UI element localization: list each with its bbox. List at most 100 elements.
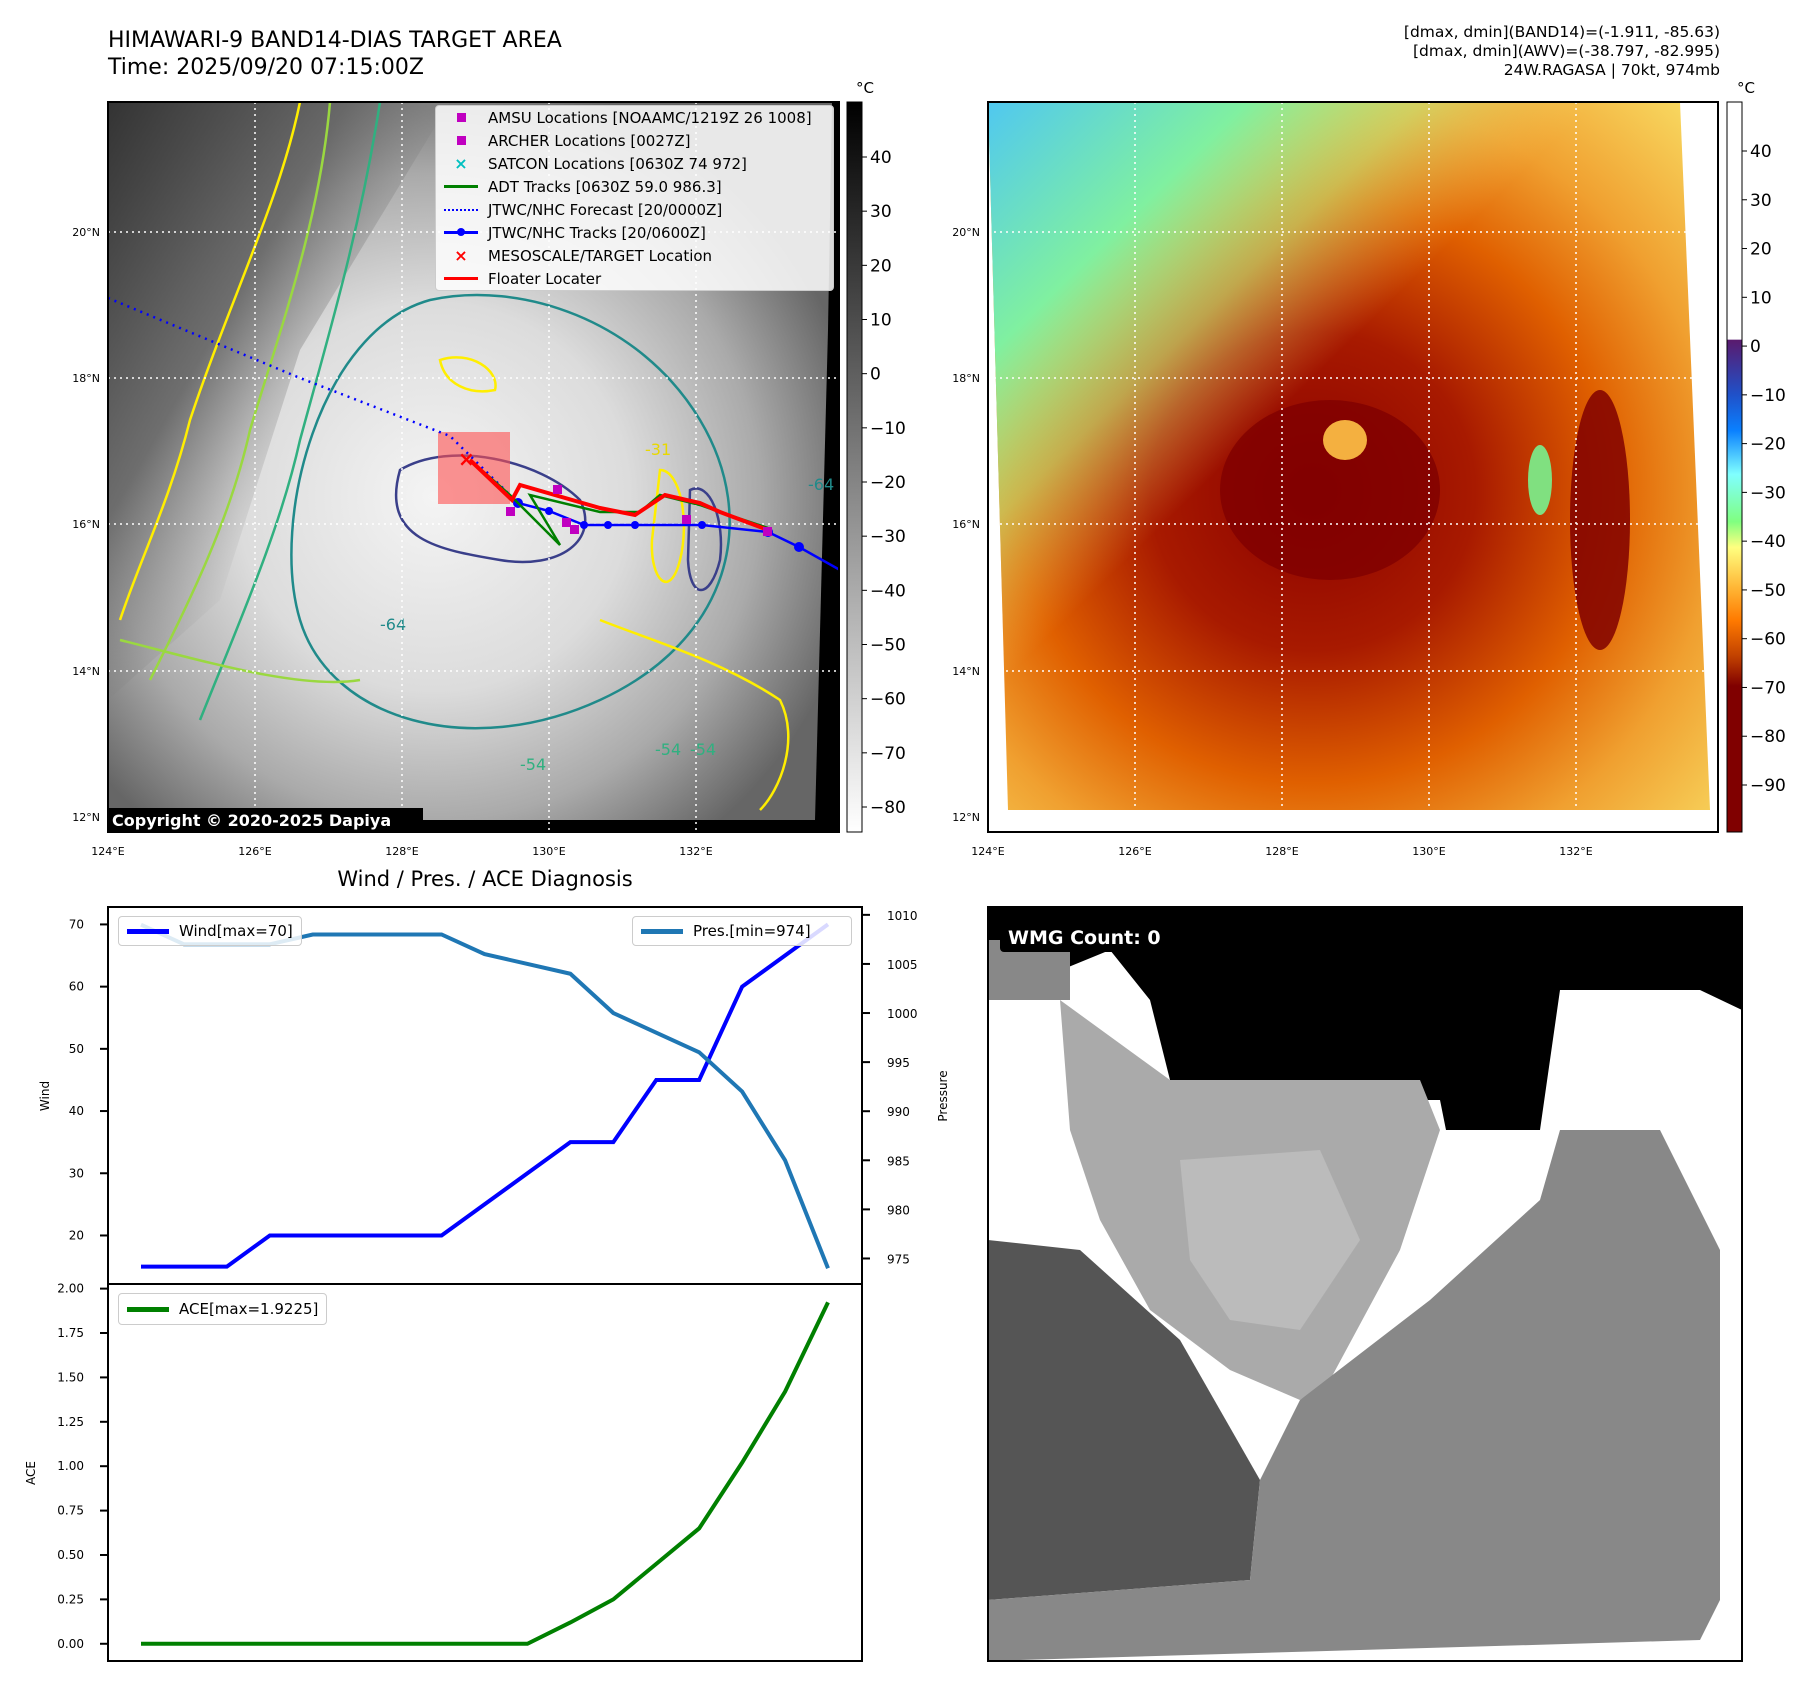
map-axis-labels: 20°N 20°N 18°N 18°N 16°N 16°N 14°N 14°N 12°N 12°N… [72, 79, 1786, 858]
lat-label: 14°N [952, 665, 980, 678]
figure-title: HIMAWARI-9 BAND14-DIAS TARGET AREA Time:… [108, 27, 562, 81]
ace-tick-label: 2.00 [57, 1282, 84, 1296]
ace-axis-label: ACE [24, 1461, 38, 1485]
wmg-core [1180, 1150, 1360, 1330]
wind-tick-label: 40 [69, 1104, 84, 1118]
line-dot-legend-symbol-icon [444, 228, 478, 237]
ace-legend-label: ACE[max=1.9225] [179, 1300, 319, 1318]
chart-title: Wind / Pres. / ACE Diagnosis [337, 867, 632, 891]
right-colorbar [1726, 101, 1743, 833]
wind-legend-swatch [127, 928, 169, 934]
colorbar-tick-label: 40 [1750, 142, 1772, 162]
ace-line [141, 1301, 830, 1646]
wmg-black-region [988, 907, 1742, 1130]
legend-item-label: ADT Tracks [0630Z 59.0 986.3] [488, 177, 722, 196]
legend-item-label: SATCON Locations [0630Z 74 972] [488, 154, 747, 173]
ace-chart: 0.00 0.25 0.50 0.75 1.00 1.25 1.50 1.75 2.00 [57, 1282, 863, 1662]
stats-text: [dmax, dmin](BAND14)=(-1.911, -85.63) [d… [1404, 23, 1720, 80]
colorbar-tick-label: −10 [870, 419, 906, 439]
pressure-axis-label: Pressure [936, 1070, 950, 1121]
legend-item: ARCHER Locations [0027Z] [436, 129, 833, 152]
ace-plot-area [107, 1283, 863, 1662]
lat-label: 14°N [72, 665, 100, 678]
target-location-marker: × [458, 447, 475, 471]
legend-item: ADT Tracks [0630Z 59.0 986.3] [436, 175, 833, 198]
colorbar-tick-label: −20 [870, 473, 906, 493]
map-legend: AMSU Locations [NOAAMC/1219Z 26 1008] ARC… [435, 105, 834, 291]
lat-label: 12°N [952, 811, 980, 824]
ace-tick-label: 1.50 [57, 1370, 84, 1384]
floater-locater-track [468, 458, 769, 532]
wind-pressure-chart: 20 30 40 50 60 70 975 980 985 990 995 1000 1005 1010 [69, 906, 918, 1285]
colorbar-tick-label: −80 [870, 798, 906, 818]
colorbar-tick-label: 0 [1750, 337, 1761, 357]
legend-item: Floater Locater [436, 267, 833, 290]
ace-tick-label: 1.00 [57, 1459, 84, 1473]
legend-item-label: Floater Locater [488, 269, 602, 288]
copyright-background [108, 808, 423, 832]
lat-label: 16°N [952, 518, 980, 531]
wind-tick-label: 30 [69, 1166, 84, 1180]
colorbar-tick-label: −80 [1750, 727, 1786, 747]
lon-label: 130°E [532, 845, 565, 858]
legend-item: JTWC/NHC Tracks [20/0600Z] [436, 221, 833, 244]
colorbar-tick-label: −60 [870, 690, 906, 710]
pressure-tick-label: 980 [887, 1203, 910, 1217]
square-legend-symbol-icon [444, 136, 478, 145]
lon-label: 124°E [91, 845, 124, 858]
pressure-tick-label: 1005 [887, 958, 918, 972]
wind-tick-label: 50 [69, 1042, 84, 1056]
square-legend-symbol-icon [444, 113, 478, 122]
line-legend-symbol-icon [444, 185, 478, 188]
colorbar-tick-label: 30 [870, 202, 892, 222]
colorbar-tick-label: −30 [870, 527, 906, 547]
wind-axis-label: Wind [38, 1081, 52, 1111]
wind-tick-label: 20 [69, 1228, 84, 1242]
colorbar-tick-label: 30 [1750, 191, 1772, 211]
lat-label: 20°N [72, 226, 100, 239]
colorbar-tick-label: −30 [1750, 483, 1786, 503]
wmg-dark-region [988, 1240, 1260, 1600]
colorbar-tick-label: −20 [1750, 435, 1786, 455]
lat-label: 18°N [72, 372, 100, 385]
ace-tick-label: 0.50 [57, 1548, 84, 1562]
line-legend-symbol-icon [444, 277, 478, 280]
colorbar-tick-label: −10 [1750, 386, 1786, 406]
legend-item: JTWC/NHC Forecast [20/0000Z] [436, 198, 833, 221]
colorbar-tick-label: 10 [870, 311, 892, 331]
colorbar-tick-label: −70 [1750, 678, 1786, 698]
pressure-tick-label: 1010 [887, 909, 918, 923]
wind-line [141, 922, 830, 1269]
colorbar-tick-label: −60 [1750, 630, 1786, 650]
lat-label: 16°N [72, 518, 100, 531]
contour-label: -64 [380, 615, 406, 634]
contour-label: -54 [690, 740, 716, 759]
wind-tick-label: 60 [69, 980, 84, 994]
ace-legend-swatch [127, 1306, 169, 1312]
rainband [1570, 390, 1630, 650]
colorbar-tick-label: −70 [870, 744, 906, 764]
legend-item: AMSU Locations [NOAAMC/1219Z 26 1008] [436, 106, 833, 129]
warm-spot [1528, 445, 1552, 515]
lon-label: 126°E [1118, 845, 1151, 858]
lat-label: 20°N [952, 226, 980, 239]
wind-tick-label: 70 [69, 917, 84, 931]
jtwc-forecast-track [108, 296, 519, 504]
legend-item-label: JTWC/NHC Tracks [20/0600Z] [488, 223, 706, 242]
wind-legend-label: Wind[max=70] [179, 922, 293, 940]
lon-label: 130°E [1412, 845, 1445, 858]
copyright-text: Copyright © 2020-2025 Dapiya [112, 811, 391, 830]
colorbar-tick-label: −50 [870, 636, 906, 656]
colorbar-tick-label: −50 [1750, 581, 1786, 601]
wmg-frame [987, 906, 1743, 1662]
x-legend-symbol-icon: × [454, 154, 468, 173]
ace-tick-label: 1.25 [57, 1415, 84, 1429]
lon-label: 124°E [971, 845, 1004, 858]
stats-line1: [dmax, dmin](BAND14)=(-1.911, -85.63) [1403, 23, 1720, 41]
legend-item-label: JTWC/NHC Forecast [20/0000Z] [488, 200, 723, 219]
contour-label: -54 [520, 755, 546, 774]
legend-item-label: AMSU Locations [NOAAMC/1219Z 26 1008] [488, 108, 812, 127]
ace-tick-label: 0.25 [57, 1592, 84, 1606]
